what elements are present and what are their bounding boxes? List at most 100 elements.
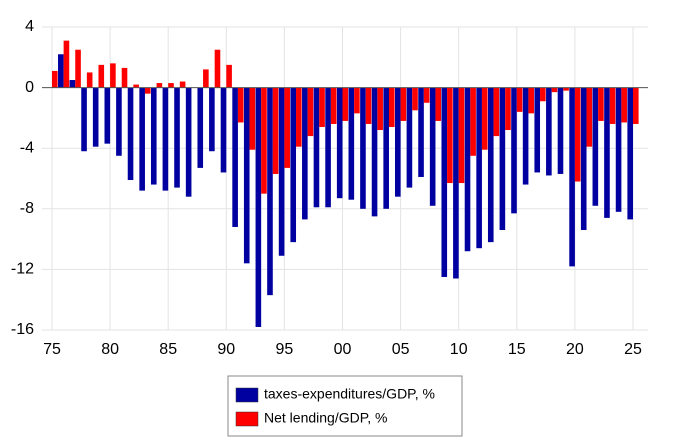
bar	[267, 87, 273, 296]
bar	[621, 87, 627, 123]
bar	[499, 87, 506, 231]
x-tick-label: 25	[624, 341, 642, 358]
bar	[336, 87, 343, 199]
bar	[243, 87, 250, 264]
bar	[406, 87, 413, 188]
y-tick-label: 0	[25, 79, 34, 96]
bar	[360, 87, 366, 209]
bar	[447, 87, 453, 184]
bar	[185, 87, 192, 197]
bar	[453, 87, 459, 279]
bar	[307, 87, 314, 137]
bar	[569, 87, 575, 267]
x-tick-label: 90	[217, 341, 235, 358]
bar	[383, 87, 389, 209]
bar	[75, 49, 81, 88]
bar	[156, 83, 163, 88]
bar	[598, 87, 604, 121]
bar	[197, 87, 204, 168]
x-tick-label: 75	[43, 341, 61, 358]
bar	[511, 87, 517, 214]
bar	[342, 87, 349, 121]
bar	[365, 87, 372, 124]
bar	[98, 64, 105, 88]
bar	[150, 87, 157, 185]
bar	[371, 87, 378, 217]
bar	[377, 87, 383, 131]
bar	[237, 87, 244, 123]
bar	[86, 72, 93, 88]
bar	[412, 87, 418, 111]
bar	[441, 87, 448, 277]
bar	[63, 40, 70, 88]
bar	[505, 87, 511, 131]
bar	[330, 87, 337, 124]
bar	[354, 87, 360, 114]
bar	[470, 87, 476, 156]
bar	[203, 69, 209, 88]
x-tick-label: 20	[566, 341, 584, 358]
bar	[551, 87, 558, 93]
bar	[226, 64, 232, 88]
bar	[116, 87, 122, 156]
bar	[296, 87, 302, 147]
bar	[528, 87, 535, 114]
bar	[400, 87, 407, 121]
bar	[133, 84, 139, 88]
bar	[627, 87, 633, 220]
bar	[580, 87, 587, 231]
legend-swatch	[235, 387, 259, 403]
legend-label: taxes-expenditures/GDP, %	[264, 386, 435, 402]
bar	[429, 87, 436, 206]
x-tick-label: 80	[101, 341, 119, 358]
bar	[127, 87, 134, 181]
legend-box	[227, 375, 463, 437]
bar	[104, 87, 111, 144]
bar	[423, 87, 430, 103]
bar	[174, 87, 180, 188]
bar	[325, 87, 331, 208]
bar	[302, 87, 308, 220]
bar	[284, 87, 290, 168]
bar	[609, 87, 616, 124]
bar	[255, 87, 262, 327]
bar	[214, 49, 221, 88]
x-tick-label: 05	[392, 341, 410, 358]
bar	[69, 80, 76, 88]
bar	[493, 87, 500, 137]
bar	[604, 87, 610, 218]
bar	[272, 87, 279, 174]
bar	[278, 87, 285, 256]
bar	[388, 87, 395, 127]
bar	[540, 87, 546, 102]
bar	[220, 87, 227, 173]
bar	[458, 87, 465, 184]
x-tick-label: 10	[450, 341, 468, 358]
y-tick-label: -4	[20, 139, 34, 156]
bar	[209, 87, 215, 152]
bar	[121, 67, 128, 88]
bar	[261, 87, 267, 194]
bar	[162, 87, 169, 191]
x-tick-label: 85	[159, 341, 177, 358]
bar	[546, 87, 552, 176]
bar	[81, 87, 87, 152]
bar	[249, 87, 256, 150]
y-tick-label: -8	[20, 200, 34, 217]
bar	[144, 87, 151, 94]
y-tick-label: -16	[11, 321, 34, 338]
bar	[435, 87, 442, 121]
bar	[586, 87, 593, 147]
bar	[168, 83, 174, 88]
y-tick-label: -12	[11, 261, 34, 278]
x-tick-label: 95	[276, 341, 294, 358]
bar	[522, 87, 529, 185]
bar	[319, 87, 325, 127]
bar	[633, 87, 639, 124]
bar	[232, 87, 238, 227]
bar	[557, 87, 564, 174]
bar	[179, 81, 186, 88]
bar	[534, 87, 541, 173]
bar	[110, 63, 116, 88]
